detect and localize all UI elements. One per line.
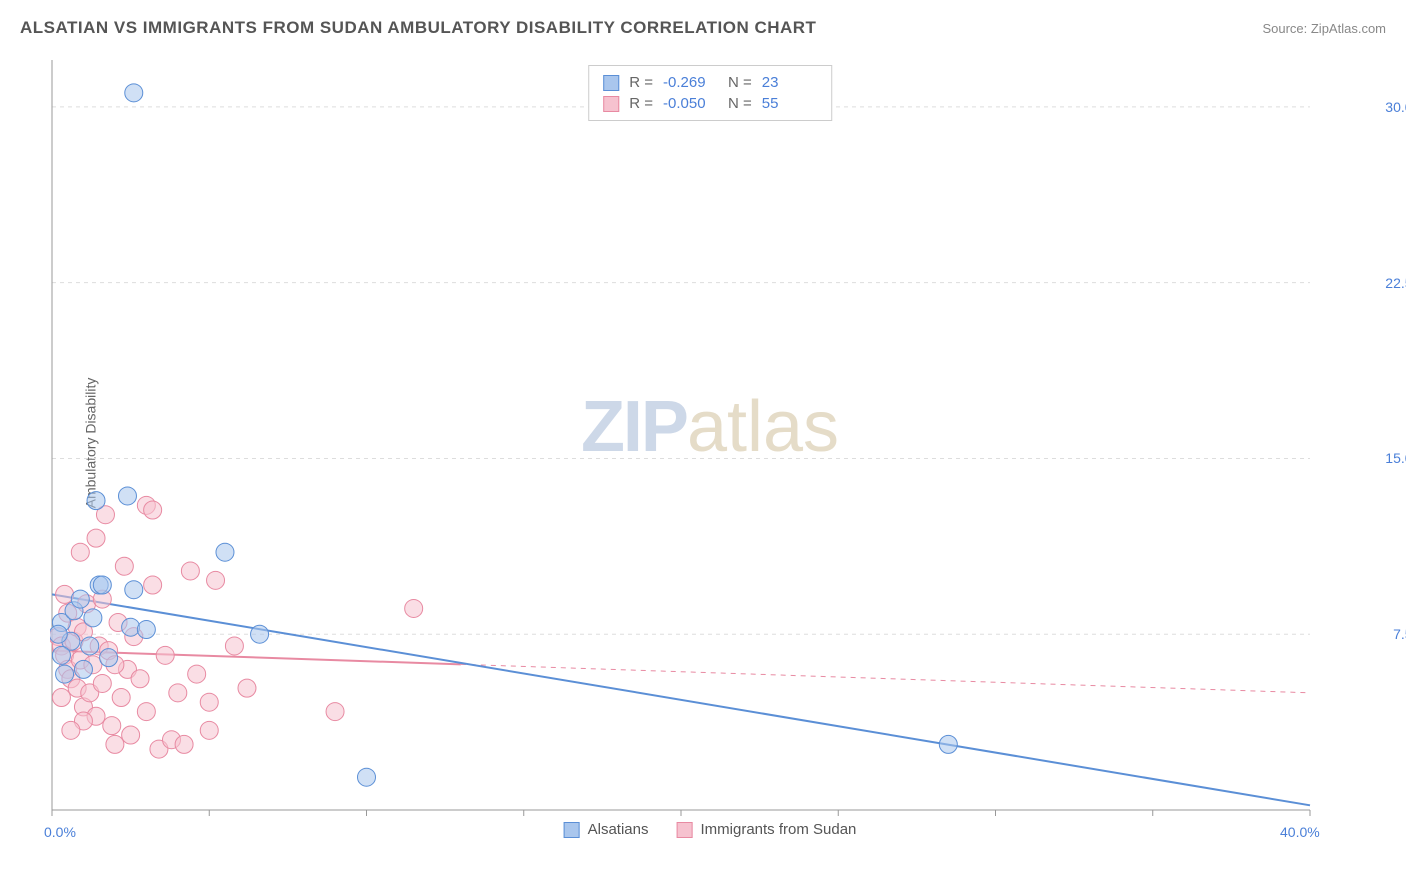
n-value-alsatians: 23 [762,74,817,91]
n-value-sudan: 55 [762,95,817,112]
chart-title: ALSATIAN VS IMMIGRANTS FROM SUDAN AMBULA… [20,18,816,38]
swatch-alsatians-icon [564,822,580,838]
x-tick-label: 0.0% [44,824,76,840]
legend-label-alsatians: Alsatians [588,821,649,838]
x-tick-label: 40.0% [1280,824,1320,840]
source-attribution: Source: ZipAtlas.com [1262,21,1386,36]
bottom-legend: Alsatians Immigrants from Sudan [564,821,857,838]
r-label: R = [629,74,653,91]
swatch-sudan-icon [676,822,692,838]
r-label: R = [629,95,653,112]
n-label: N = [728,74,752,91]
legend-item-alsatians: Alsatians [564,821,649,838]
y-tick-label: 7.5% [1393,626,1406,642]
swatch-sudan [603,96,619,112]
stats-row-alsatians: R = -0.269 N = 23 [603,72,817,93]
legend-item-sudan: Immigrants from Sudan [676,821,856,838]
y-tick-label: 30.0% [1385,99,1406,115]
y-tick-label: 22.5% [1385,275,1406,291]
n-label: N = [728,95,752,112]
stats-row-sudan: R = -0.050 N = 55 [603,93,817,114]
swatch-alsatians [603,75,619,91]
y-tick-label: 15.0% [1385,450,1406,466]
stats-legend-box: R = -0.269 N = 23 R = -0.050 N = 55 [588,65,832,121]
r-value-alsatians: -0.269 [663,74,718,91]
scatter-plot [50,55,1370,830]
r-value-sudan: -0.050 [663,95,718,112]
chart-container: Ambulatory Disability ZIPatlas R = -0.26… [50,55,1370,830]
legend-label-sudan: Immigrants from Sudan [700,821,856,838]
